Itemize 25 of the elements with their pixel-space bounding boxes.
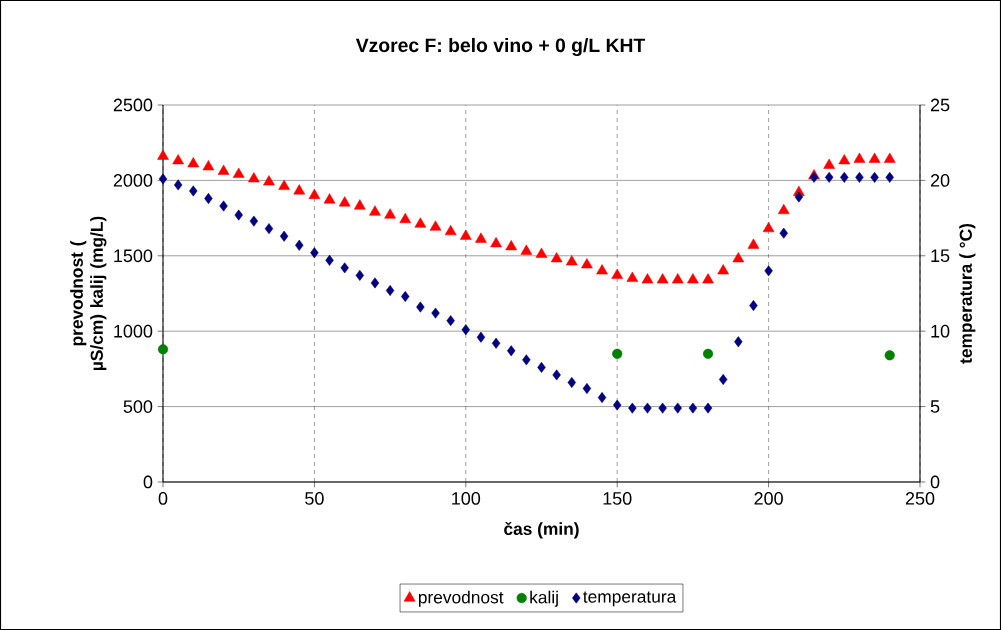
- y2-tick-label: 25: [930, 98, 950, 112]
- x-tick-label: 200: [754, 492, 783, 505]
- y2-tick-label: 0: [930, 475, 940, 489]
- chart-title: Vzorec F: belo vino + 0 g/L KHT: [355, 37, 646, 57]
- legend-label: temperatura: [583, 591, 677, 607]
- y-tick-label: 1000: [114, 324, 153, 338]
- x-tick-label: 0: [158, 492, 168, 505]
- x-tick-label: 100: [452, 492, 481, 505]
- y-tick-label: 1500: [114, 249, 153, 263]
- y2-tick-label: 10: [931, 324, 950, 338]
- y-tick-label: 500: [123, 400, 153, 413]
- y-tick-label: 2500: [113, 98, 153, 112]
- y-axis-title: prevodnost ( µS/cm) kalij (mg/L): [70, 216, 107, 371]
- x-tick-label: 50: [305, 492, 324, 505]
- y2-tick-label: 20: [930, 174, 950, 187]
- legend-label: kalij: [530, 590, 558, 607]
- y2-tick-label: 5: [930, 400, 940, 413]
- x-tick-label: 150: [603, 492, 632, 505]
- x-tick-label: 250: [905, 492, 935, 505]
- y-tick-label: 2000: [113, 174, 153, 187]
- y2-axis-title: temperatura ( °C): [959, 223, 976, 364]
- x-axis-title: čas (min): [504, 521, 579, 539]
- legend-label: prevodnost: [418, 590, 504, 607]
- y-tick-label: 0: [143, 475, 153, 489]
- y2-tick-label: 15: [931, 249, 950, 263]
